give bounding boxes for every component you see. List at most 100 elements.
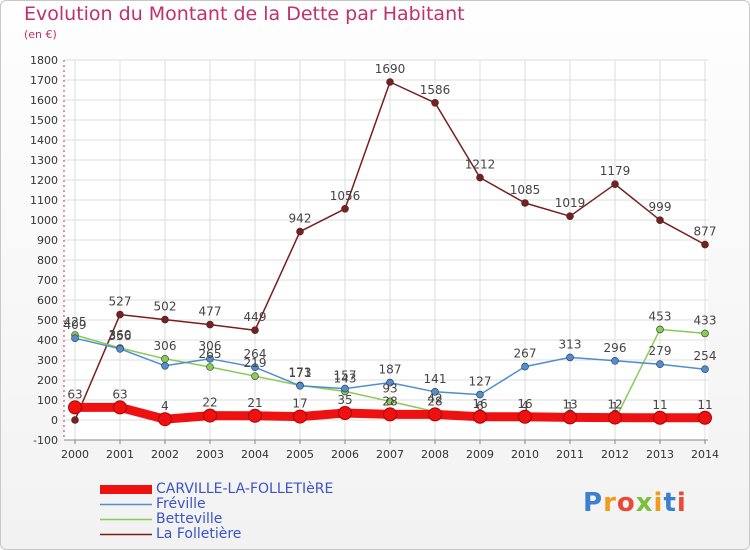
data-label: 449: [244, 310, 267, 324]
data-label: 264: [244, 347, 267, 361]
data-point: [203, 408, 217, 423]
data-label: 1056: [330, 189, 361, 203]
data-point: [296, 381, 304, 390]
data-point: [71, 416, 79, 424]
data-label: 63: [112, 387, 127, 401]
data-point: [161, 361, 169, 370]
logo-letter: P: [583, 488, 604, 518]
data-label: 12: [607, 398, 622, 412]
data-point: [113, 400, 127, 415]
axis-layer: -100 0 100 200 300 400 500 600 700 800 900 1000 1100…: [30, 54, 719, 461]
data-point: [386, 78, 394, 86]
data-point: [161, 315, 169, 324]
data-point: [116, 310, 124, 319]
data-point: [386, 378, 394, 387]
data-label: 1085: [510, 183, 541, 197]
chart-subtitle: (en €): [24, 28, 57, 41]
data-label: 433: [694, 313, 717, 327]
data-label: 425: [64, 315, 87, 329]
y-tick-label: 200: [37, 374, 58, 387]
legend-swatch-la-folletiere: [100, 533, 152, 536]
y-tick-label: 1300: [30, 154, 58, 167]
data-label: 16: [472, 397, 487, 411]
data-point: [386, 397, 394, 406]
data-label: 1179: [600, 164, 631, 178]
data-label: 173: [289, 365, 312, 379]
data-label: 477: [199, 305, 222, 319]
data-label: 4: [521, 399, 529, 413]
y-tick-label: 700: [37, 274, 58, 287]
legend-swatch-freville: [100, 503, 152, 506]
data-point: [698, 410, 712, 425]
x-tick-label: 2000: [61, 448, 89, 461]
data-point: [248, 408, 262, 423]
data-label: 1586: [420, 83, 451, 97]
y-tick-label: 800: [37, 254, 58, 267]
y-tick-label: 500: [37, 314, 58, 327]
data-point: [521, 362, 529, 371]
legend-label-carville: CARVILLE-LA-FOLLETIèRE: [156, 481, 334, 497]
y-tick-label: 1600: [30, 94, 58, 107]
data-label: 296: [604, 341, 627, 355]
data-label-layer: 63 634 22 21 17 35 28 28 16 16 13 12 11 1140935630626…: [64, 62, 717, 414]
legend-item-freville: Fréville: [100, 497, 333, 512]
y-tick-label: 0: [51, 414, 58, 427]
data-label: 356: [109, 329, 132, 343]
x-tick-label: 2005: [286, 448, 314, 461]
y-tick-label: 300: [37, 354, 58, 367]
data-point: [611, 356, 619, 365]
data-label: 13: [562, 397, 577, 411]
y-tick-label: 900: [37, 234, 58, 247]
x-tick-label: 2004: [241, 448, 269, 461]
x-tick-label: 2003: [196, 448, 224, 461]
data-point: [476, 390, 484, 399]
data-label: 279: [649, 344, 672, 358]
data-label: 1: [566, 400, 574, 414]
data-point: [701, 329, 709, 338]
y-tick-label: 1000: [30, 214, 58, 227]
x-tick-label: 2007: [376, 448, 404, 461]
data-point: [473, 409, 487, 424]
legend-label-freville: Fréville: [156, 496, 206, 512]
data-point: [656, 360, 664, 369]
data-label: 1: [611, 400, 619, 414]
data-label: 1690: [375, 62, 406, 76]
data-point: [701, 365, 709, 374]
y-tick-label: 600: [37, 294, 58, 307]
y-tick-label: 1100: [30, 194, 58, 207]
data-label: 254: [694, 349, 717, 363]
data-label: 942: [289, 212, 312, 226]
data-label: 877: [694, 225, 717, 239]
data-point: [161, 354, 169, 363]
data-point: [608, 410, 622, 425]
chart-title: Evolution du Montant de la Dette par Hab…: [24, 3, 465, 25]
legend: CARVILLE-LA-FOLLETIèRE Fréville Bettevil…: [100, 482, 333, 542]
data-point: [566, 353, 574, 362]
data-point: [71, 334, 79, 343]
data-label: 11: [652, 398, 667, 412]
y-tick-label: 1400: [30, 134, 58, 147]
y-tick-label: 1700: [30, 74, 58, 87]
logo-letter: r: [603, 488, 617, 518]
data-point: [338, 406, 352, 420]
data-point: [158, 412, 172, 427]
data-point: [251, 326, 259, 335]
data-label: 453: [649, 309, 672, 323]
legend-label-betteville: Betteville: [156, 511, 223, 527]
logo-letter: o: [616, 488, 636, 518]
x-tick-label: 2001: [106, 448, 134, 461]
data-point: [206, 320, 214, 329]
data-label: 35: [337, 393, 352, 407]
data-label: 22: [202, 396, 217, 410]
x-tick-label: 2011: [556, 448, 584, 461]
x-tick-label: 2009: [466, 448, 494, 461]
data-label: 409: [64, 318, 87, 332]
data-label: 28: [382, 394, 397, 408]
data-point: [566, 212, 574, 220]
data-point: [563, 410, 577, 425]
data-label: 313: [559, 337, 582, 351]
plot-area: [64, 60, 708, 440]
legend-item-la-folletiere: La Folletière: [100, 527, 333, 542]
data-point: [476, 173, 484, 182]
